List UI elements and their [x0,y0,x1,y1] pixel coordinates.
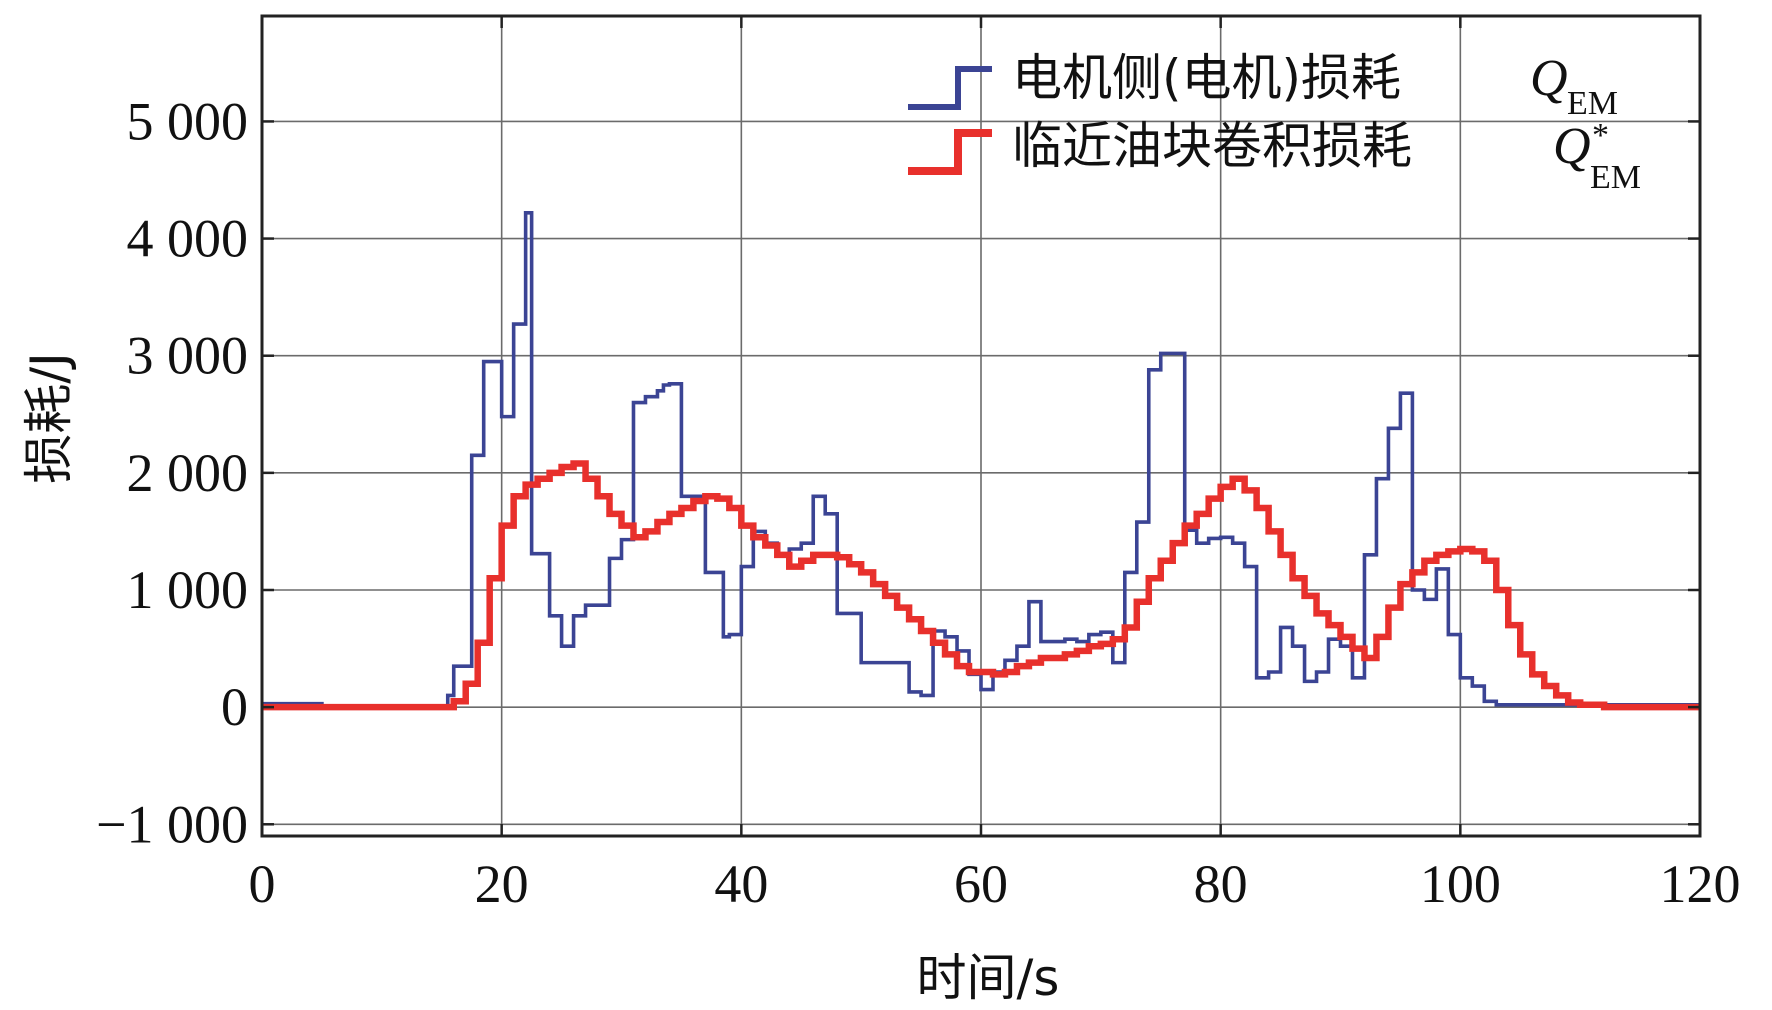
legend-symbol-series-1: Q [1530,50,1568,107]
x-tick-label: 120 [1660,854,1741,914]
x-tick-label: 60 [954,854,1008,914]
y-tick-label: 4 000 [127,209,249,269]
legend-subscript-series-2: EM [1590,159,1641,196]
x-tick-label: 20 [475,854,529,914]
x-tick-label: 0 [249,854,276,914]
y-tick-label: 2 000 [127,443,249,503]
y-axis-label: 损耗/J [20,352,78,484]
x-tick-label: 100 [1420,854,1501,914]
grid-lines [262,16,1700,836]
x-axis-label: 时间/s [917,949,1060,1007]
y-tick-label: 3 000 [127,326,249,386]
axis-ticks [260,16,1702,836]
legend-marker-series-1 [908,66,992,110]
x-tick-label: 40 [714,854,768,914]
legend-label-series-1: 电机侧(电机)损耗 [1012,49,1401,107]
series-lines [262,211,1700,711]
legend-symbol-series-2: Q [1553,118,1591,175]
x-tick-label: 80 [1194,854,1248,914]
y-tick-label: 0 [221,677,248,737]
series-line-2 [262,460,1700,711]
legend: 电机侧(电机)损耗 Q EM 临近油块卷积损耗 Q * EM [908,49,1641,196]
y-tick-label: 1 000 [127,560,249,620]
y-tick-labels: −1 000 0 1 000 2 000 3 000 4 000 5 000 [96,91,248,854]
series-line-1 [262,211,1700,709]
legend-marker-series-2 [908,129,992,175]
legend-label-series-2: 临近油块卷积损耗 [1012,117,1412,175]
legend-subscript-series-1: EM [1567,85,1618,122]
x-tick-labels: 0 20 40 60 80 100 120 [249,854,1741,914]
legend-superscript-series-2: * [1592,117,1609,154]
y-tick-label: −1 000 [96,794,248,854]
y-tick-label: 5 000 [127,91,249,151]
